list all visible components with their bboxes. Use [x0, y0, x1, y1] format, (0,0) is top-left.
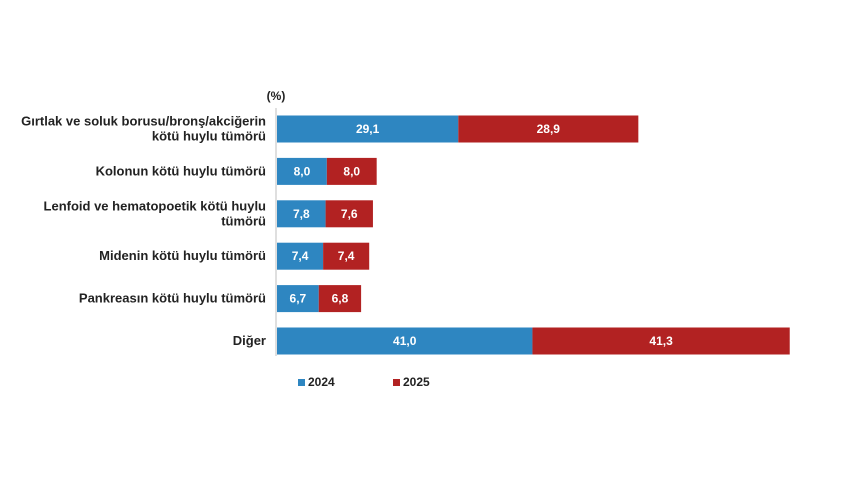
bar-2025 [323, 242, 370, 270]
data-label-2024: 6,7 [290, 292, 307, 306]
category-label-line: Gırtlak ve soluk borusu/bronş/akciğerin [21, 114, 266, 129]
bar-2024 [277, 242, 324, 270]
bar-2025 [532, 327, 790, 355]
data-labels: 29,1 28,9 8,0 8,0 7,8 7,6 7,4 7,4 6,7 6,8 41,0 41,3 [290, 122, 674, 348]
bar-2025 [458, 115, 639, 143]
category-label: Diğer [233, 333, 266, 348]
category-label-line: kötü huylu tümörü [152, 129, 266, 144]
bars [277, 115, 790, 355]
bar-2024 [277, 285, 319, 313]
bar-2024 [277, 200, 326, 228]
category-label-line: Kolonun kötü huylu tümörü [96, 163, 266, 178]
data-label-2024: 29,1 [356, 122, 380, 136]
data-label-2025: 7,6 [341, 207, 358, 221]
bar-2025 [318, 285, 362, 313]
legend-label-2025: 2025 [403, 375, 430, 389]
category-label: Lenfoid ve hematopoetik kötü huylu tümörü [44, 198, 267, 228]
category-label: Gırtlak ve soluk borusu/bronş/akciğerin k… [21, 114, 266, 144]
bar-2025 [326, 157, 377, 185]
bar-2024 [277, 327, 533, 355]
data-label-2025: 28,9 [537, 122, 561, 136]
data-label-2024: 41,0 [393, 334, 417, 348]
category-label-line: Pankreasın kötü huylu tümörü [79, 291, 266, 306]
category-label-line: Diğer [233, 333, 266, 348]
bar-2024 [277, 157, 327, 185]
data-label-2025: 7,4 [338, 249, 355, 263]
bar-2024 [277, 115, 459, 143]
legend-label-2024: 2024 [308, 375, 335, 389]
data-label-2025: 6,8 [332, 292, 349, 306]
data-label-2025: 8,0 [343, 164, 360, 178]
data-label-2024: 7,4 [292, 249, 309, 263]
data-label-2024: 8,0 [294, 164, 311, 178]
category-labels: Gırtlak ve soluk borusu/bronş/akciğerin k… [21, 114, 266, 349]
category-label-line: Midenin kötü huylu tümörü [99, 248, 266, 263]
unit-label: (%) [267, 89, 286, 103]
legend-swatch-2024 [298, 379, 305, 386]
category-label: Midenin kötü huylu tümörü [99, 248, 266, 263]
category-label-line: tümörü [221, 213, 266, 228]
legend-swatch-2025 [393, 379, 400, 386]
bar-2025 [325, 200, 373, 228]
category-label: Pankreasın kötü huylu tümörü [79, 291, 266, 306]
data-label-2024: 7,8 [293, 207, 310, 221]
category-label-line: Lenfoid ve hematopoetik kötü huylu [44, 198, 267, 213]
category-label: Kolonun kötü huylu tümörü [96, 163, 266, 178]
legend: 2024 2025 [298, 375, 430, 389]
data-label-2025: 41,3 [649, 334, 673, 348]
